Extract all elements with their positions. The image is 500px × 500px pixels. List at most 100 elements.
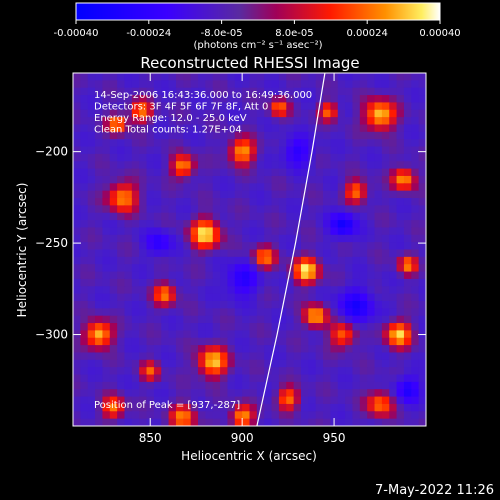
heatmap-cell xyxy=(345,183,354,192)
heatmap-cell xyxy=(242,131,251,140)
heatmap-cell xyxy=(117,286,126,295)
heatmap-cell xyxy=(330,403,339,412)
heatmap-cell xyxy=(190,80,199,89)
heatmap-cell xyxy=(153,220,162,229)
heatmap-cell xyxy=(271,95,280,104)
heatmap-cell xyxy=(323,256,331,265)
heatmap-cell xyxy=(352,367,361,376)
heatmap-cell xyxy=(183,315,192,324)
heatmap-cell xyxy=(256,124,265,133)
heatmap-cell xyxy=(175,271,184,280)
heatmap-cell xyxy=(80,227,89,236)
heatmap-cell xyxy=(242,175,251,184)
heatmap-cell xyxy=(278,117,287,126)
heatmap-cell xyxy=(286,396,295,405)
heatmap-cell xyxy=(374,381,383,390)
heatmap-cell xyxy=(359,396,368,405)
heatmap-cell xyxy=(293,242,302,251)
heatmap-cell xyxy=(153,256,162,265)
heatmap-cell xyxy=(330,175,339,184)
heatmap-cell xyxy=(109,198,118,206)
heatmap-cell xyxy=(161,131,170,140)
heatmap-cell xyxy=(212,131,221,140)
heatmap-cell xyxy=(411,212,420,221)
heatmap-cell xyxy=(345,264,354,273)
heatmap-cell xyxy=(315,205,324,214)
heatmap-cell xyxy=(190,146,199,155)
heatmap-cell xyxy=(234,146,243,155)
heatmap-cell xyxy=(249,278,258,287)
heatmap-cell xyxy=(124,293,133,302)
heatmap-cell xyxy=(315,146,324,155)
heatmap-cell xyxy=(212,330,221,339)
heatmap-cell xyxy=(242,418,251,426)
heatmap-cell xyxy=(323,139,331,148)
heatmap-cell xyxy=(286,367,295,376)
heatmap-cell xyxy=(403,337,412,346)
heatmap-cell xyxy=(198,80,206,89)
heatmap-cell xyxy=(212,352,221,361)
heatmap-cell xyxy=(190,374,199,383)
heatmap-cell xyxy=(175,102,184,111)
heatmap-cell xyxy=(242,389,251,398)
heatmap-cell xyxy=(175,190,184,199)
heatmap-cell xyxy=(256,87,265,96)
heatmap-cell xyxy=(381,367,390,376)
heatmap-cell xyxy=(234,73,243,81)
heatmap-cell xyxy=(389,352,398,361)
heatmap-cell xyxy=(359,256,368,265)
heatmap-cell xyxy=(381,389,390,398)
heatmap-cell xyxy=(139,359,148,368)
y-tick-label: −200 xyxy=(35,145,68,159)
heatmap-cell xyxy=(242,87,251,96)
heatmap-cell xyxy=(153,183,162,192)
heatmap-cell xyxy=(374,308,383,317)
heatmap-cell xyxy=(389,286,398,295)
heatmap-cell xyxy=(153,131,162,140)
heatmap-cell xyxy=(102,352,111,361)
heatmap-cell xyxy=(315,153,324,162)
heatmap-cell xyxy=(183,73,192,81)
heatmap-cell xyxy=(87,168,96,177)
heatmap-cell xyxy=(168,161,177,170)
heatmap-cell xyxy=(131,109,140,118)
heatmap-cell xyxy=(381,80,390,89)
heatmap-cell xyxy=(117,73,126,81)
heatmap-cell xyxy=(286,256,295,265)
heatmap-cell xyxy=(80,352,89,361)
heatmap-cell xyxy=(139,95,148,104)
heatmap-cell xyxy=(175,205,184,214)
heatmap-cell xyxy=(109,264,118,273)
heatmap-cell xyxy=(212,153,221,162)
heatmap-cell xyxy=(256,271,265,280)
heatmap-cell xyxy=(367,381,376,390)
heatmap-cell xyxy=(323,102,331,111)
heatmap-cell xyxy=(109,227,118,236)
heatmap-cell xyxy=(293,271,302,280)
heatmap-cell xyxy=(403,102,412,111)
heatmap-cell xyxy=(300,256,309,265)
heatmap-cell xyxy=(124,80,133,89)
heatmap-cell xyxy=(367,220,376,229)
heatmap-cell xyxy=(205,381,214,390)
heatmap-cell xyxy=(117,374,126,383)
heatmap-cell xyxy=(73,403,81,412)
heatmap-cell xyxy=(411,249,420,258)
heatmap-cell xyxy=(315,396,324,405)
heatmap-cell xyxy=(300,220,309,229)
heatmap-cell xyxy=(131,234,140,243)
heatmap-cell xyxy=(124,418,133,426)
heatmap-cell xyxy=(256,418,265,426)
heatmap-cell xyxy=(396,352,405,361)
heatmap-cell xyxy=(308,330,317,339)
heatmap-cell xyxy=(183,87,192,96)
heatmap-cell xyxy=(73,95,81,104)
heatmap-cell xyxy=(205,117,214,126)
colorbar-ticks: -0.00040 -0.00024 -8.0e-05 8.0e-05 0.00024 0.… xyxy=(54,20,461,39)
heatmap-cell xyxy=(264,161,273,170)
heatmap-cell xyxy=(139,73,148,81)
heatmap-cell xyxy=(190,264,199,273)
heatmap-cell xyxy=(323,374,331,383)
heatmap-cell xyxy=(389,153,398,162)
heatmap-cell xyxy=(352,161,361,170)
